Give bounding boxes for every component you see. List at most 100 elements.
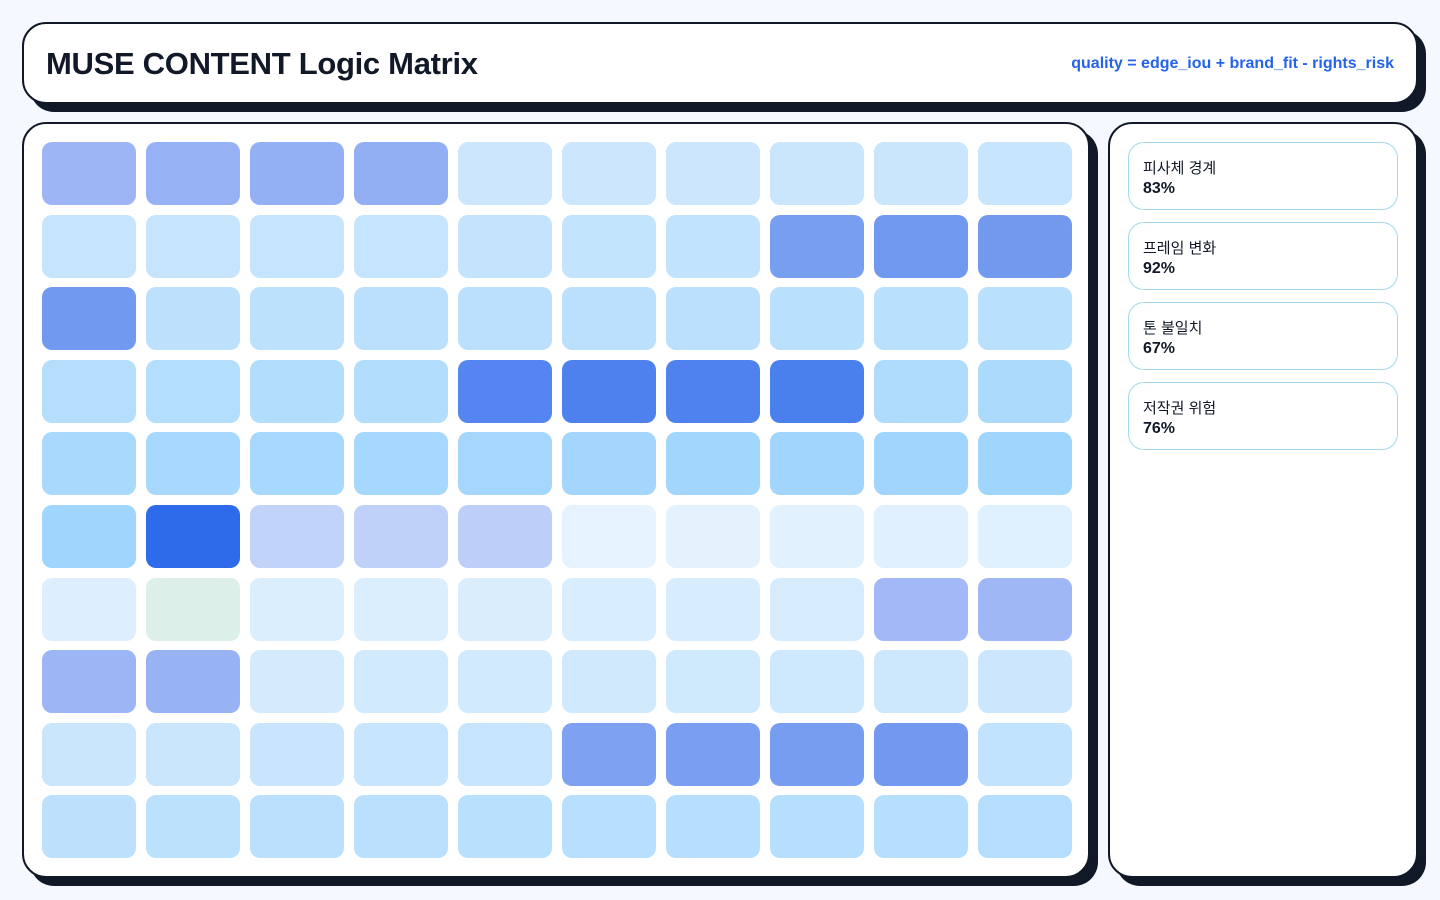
matrix-cell xyxy=(562,142,656,205)
matrix-cell xyxy=(770,505,864,568)
matrix-cell xyxy=(770,722,864,786)
matrix-cell xyxy=(666,722,760,786)
matrix-cell xyxy=(978,795,1072,859)
metric-card: 저작권 위험 76% xyxy=(1128,382,1398,450)
matrix-cell xyxy=(666,795,760,859)
matrix-cell xyxy=(874,577,968,641)
matrix-cell xyxy=(42,650,136,714)
matrix-cell xyxy=(458,359,552,423)
matrix-cell xyxy=(666,577,760,641)
matrix-cell xyxy=(562,287,656,351)
matrix-cell xyxy=(770,577,864,641)
matrix-cell xyxy=(874,214,968,278)
matrix-cell xyxy=(458,722,552,786)
matrix-cell xyxy=(354,214,448,278)
matrix-cell xyxy=(458,287,552,351)
matrix-cell xyxy=(146,359,240,423)
matrix-cell xyxy=(250,577,344,641)
matrix-cell xyxy=(250,650,344,714)
matrix-cell xyxy=(562,359,656,423)
matrix-cell xyxy=(874,142,968,205)
matrix-cell xyxy=(978,214,1072,278)
title: MUSE CONTENT Logic Matrix xyxy=(46,46,478,81)
matrix-cell xyxy=(42,214,136,278)
matrix-cell xyxy=(978,142,1072,205)
matrix-cell xyxy=(146,722,240,786)
metric-value: 83% xyxy=(1143,180,1176,197)
matrix-cell xyxy=(42,432,136,496)
metric-value: 92% xyxy=(1143,260,1176,277)
matrix-cell xyxy=(250,432,344,496)
matrix-cell xyxy=(42,505,136,568)
header: MUSE CONTENT Logic Matrix quality = edge… xyxy=(22,22,1418,104)
matrix-cell xyxy=(354,650,448,714)
matrix-cell xyxy=(458,650,552,714)
matrix-cell xyxy=(562,795,656,859)
matrix-cell xyxy=(874,650,968,714)
matrix-cell xyxy=(666,142,760,205)
matrix-cell xyxy=(354,287,448,351)
matrix-cell xyxy=(978,650,1072,714)
metric-value: 67% xyxy=(1143,340,1176,357)
matrix-cell xyxy=(874,432,968,496)
matrix-cell xyxy=(250,287,344,351)
matrix-cell xyxy=(562,432,656,496)
matrix-cell xyxy=(42,287,136,351)
matrix-cell xyxy=(874,505,968,568)
matrix-cell xyxy=(354,359,448,423)
matrix-cell xyxy=(874,795,968,859)
matrix-cell xyxy=(146,214,240,278)
matrix-cell xyxy=(458,795,552,859)
matrix-cell xyxy=(562,505,656,568)
matrix-cell xyxy=(666,505,760,568)
matrix-cell xyxy=(250,214,344,278)
matrix-cell xyxy=(458,432,552,496)
matrix-cell xyxy=(562,577,656,641)
matrix-cell xyxy=(250,795,344,859)
matrix-cell xyxy=(146,577,240,641)
matrix-cell xyxy=(458,214,552,278)
metric-card: 프레임 변화 92% xyxy=(1128,222,1398,290)
matrix-cell xyxy=(354,142,448,205)
matrix-cell xyxy=(354,722,448,786)
metric-label: 피사체 경계 xyxy=(1143,160,1217,177)
matrix-cell xyxy=(978,505,1072,568)
metric-label: 프레임 변화 xyxy=(1143,240,1217,257)
matrix-cell xyxy=(666,650,760,714)
metric-card: 톤 불일치 67% xyxy=(1128,302,1398,370)
matrix-cell xyxy=(770,287,864,351)
matrix-cell xyxy=(146,432,240,496)
matrix-cell xyxy=(458,577,552,641)
matrix-cell xyxy=(874,722,968,786)
matrix-cell xyxy=(42,722,136,786)
matrix-cell xyxy=(770,359,864,423)
matrix-cell xyxy=(770,650,864,714)
formula: quality = edge_iou + brand_fit - rights_… xyxy=(1071,55,1394,72)
matrix-cell xyxy=(42,795,136,859)
matrix-cell xyxy=(354,505,448,568)
matrix-cell xyxy=(250,142,344,205)
matrix-cell xyxy=(146,505,240,568)
matrix-cell xyxy=(978,359,1072,423)
metric-value: 76% xyxy=(1143,420,1176,437)
metrics-panel: 피사체 경계 83% 프레임 변화 92% 톤 불일치 67% 저작권 위험 76% xyxy=(1108,122,1418,878)
matrix-cell xyxy=(354,432,448,496)
matrix-cell xyxy=(146,795,240,859)
matrix-cell xyxy=(250,359,344,423)
matrix-cell xyxy=(562,650,656,714)
matrix-cell xyxy=(874,359,968,423)
matrix-cell xyxy=(666,359,760,423)
matrix-cell xyxy=(666,287,760,351)
matrix-cell xyxy=(42,577,136,641)
matrix-cell xyxy=(770,795,864,859)
matrix-cell xyxy=(42,359,136,423)
matrix-cell xyxy=(978,722,1072,786)
matrix-cell xyxy=(770,142,864,205)
matrix-cell xyxy=(874,287,968,351)
matrix-cell xyxy=(42,142,136,205)
matrix-cell xyxy=(250,722,344,786)
matrix-cell xyxy=(770,214,864,278)
matrix-cell xyxy=(146,142,240,205)
matrix-cell xyxy=(666,214,760,278)
